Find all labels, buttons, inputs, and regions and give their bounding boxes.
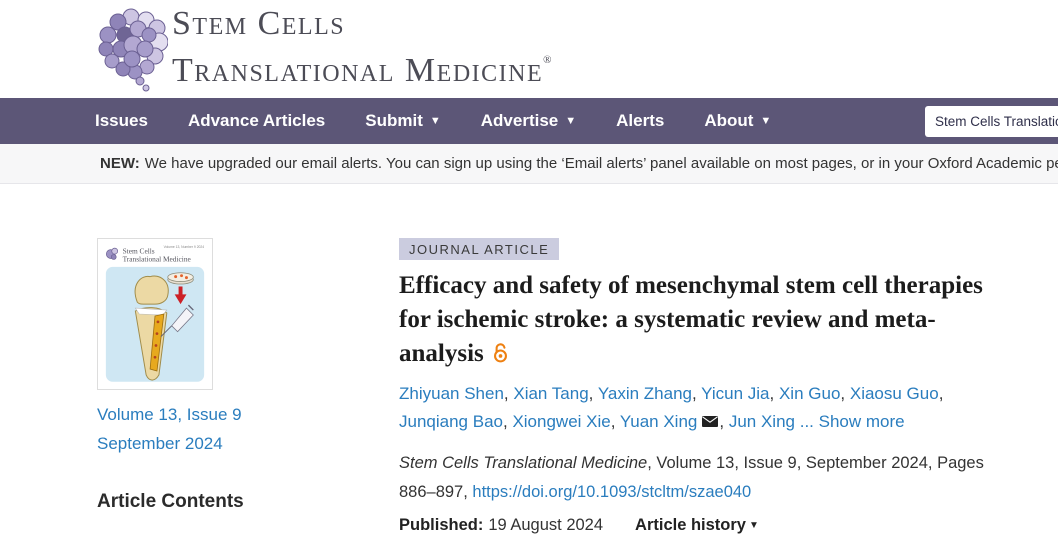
citation-details: , Volume 13, Issue 9, September 2024, Pa…	[399, 454, 984, 501]
author-link[interactable]: Junqiang Bao	[399, 412, 503, 431]
author-link[interactable]: Yuan Xing	[619, 412, 698, 431]
article-title: Efficacy and safety of mesenchymal stem …	[399, 272, 983, 367]
svg-text:Translational Medicine: Translational Medicine	[123, 254, 192, 263]
article-header: JOURNAL ARTICLE Efficacy and safety of m…	[399, 238, 1017, 535]
journal-title-logo: Stem Cells Translational Medicine®	[172, 6, 552, 89]
citation-journal-name: Stem Cells Translational Medicine	[399, 454, 648, 472]
author-list: Zhiyuan Shen, Xian Tang, Yaxin Zhang, Yi…	[399, 384, 944, 431]
nav-item-advance-articles[interactable]: Advance Articles	[187, 111, 326, 130]
article-contents-heading: Article Contents	[97, 491, 244, 512]
svg-text:Stem Cells: Stem Cells	[123, 247, 155, 256]
notice-message: We have upgraded our email alerts. You c…	[144, 155, 1058, 172]
chevron-down-icon: ▼	[429, 115, 441, 127]
journal-article-badge: JOURNAL ARTICLE	[399, 238, 560, 260]
journal-title-line1: Stem Cells	[172, 5, 346, 42]
chevron-down-icon: ▼	[565, 115, 577, 127]
published-row: Published: 19 August 2024 Article history ▼	[399, 516, 1017, 535]
article-history-toggle[interactable]: Article history ▼	[635, 516, 759, 534]
issue-link-date[interactable]: September 2024	[97, 434, 223, 453]
issue-link-volume[interactable]: Volume 13, Issue 9	[97, 405, 242, 424]
email-envelope-icon	[702, 416, 719, 427]
stem-cells-logo-icon	[98, 8, 168, 92]
published-label: Published:	[399, 516, 484, 534]
author-link[interactable]: Zhiyuan Shen	[399, 384, 504, 403]
citation-line: Stem Cells Translational Medicine, Volum…	[399, 449, 1017, 507]
chevron-down-icon: ▼	[748, 520, 759, 531]
author-link[interactable]: Jun Xing	[728, 412, 795, 431]
author-link[interactable]: Xiongwei Xie	[512, 412, 611, 431]
journal-header: Stem Cells Translational Medicine®	[0, 0, 1058, 98]
svg-text:Volume 13, Number 9 2024: Volume 13, Number 9 2024	[164, 245, 205, 249]
author-link[interactable]: Xin Guo	[778, 384, 841, 403]
registered-mark: ®	[543, 54, 552, 66]
show-more-authors[interactable]: ... Show more	[795, 412, 905, 431]
journal-title-line2: Translational Medicine®	[172, 52, 552, 89]
chevron-down-icon: ▼	[760, 115, 772, 127]
author-link[interactable]: Yaxin Zhang	[597, 384, 693, 403]
nav-item-about[interactable]: About ▼	[704, 111, 772, 130]
issue-cover-illustration: Volume 13, Number 9 2024 Stem Cells Tran…	[98, 239, 212, 389]
doi-link[interactable]: https://doi.org/10.1093/stcltm/szae040	[472, 483, 752, 501]
author-link[interactable]: Xiaosu Guo	[849, 384, 939, 403]
issue-links: Volume 13, Issue 9 September 2024	[97, 400, 242, 458]
main-navbar: Issues Advance Articles Submit ▼ Advertise ▼ A…	[0, 98, 1058, 144]
notice-prefix: NEW:	[100, 155, 140, 172]
nav-items: Issues Advance Articles Submit ▼ Advertise ▼ A…	[75, 98, 791, 144]
nav-item-issues[interactable]: Issues	[95, 111, 148, 130]
nav-item-submit[interactable]: Submit ▼	[365, 111, 441, 130]
cover-mini-logo-icon	[106, 247, 118, 260]
author-link[interactable]: Xian Tang	[513, 384, 589, 403]
open-access-icon	[493, 343, 507, 363]
published-date: 19 August 2024	[488, 516, 604, 534]
nav-item-advertise[interactable]: Advertise ▼	[480, 111, 577, 130]
issue-cover-thumbnail[interactable]: Volume 13, Number 9 2024 Stem Cells Tran…	[97, 238, 213, 390]
email-alerts-notice: NEW: We have upgraded our email alerts. Y…	[0, 144, 1058, 184]
nav-item-alerts[interactable]: Alerts	[616, 111, 665, 130]
search-input[interactable]	[925, 106, 1058, 137]
author-link[interactable]: Yicun Jia	[701, 384, 770, 403]
